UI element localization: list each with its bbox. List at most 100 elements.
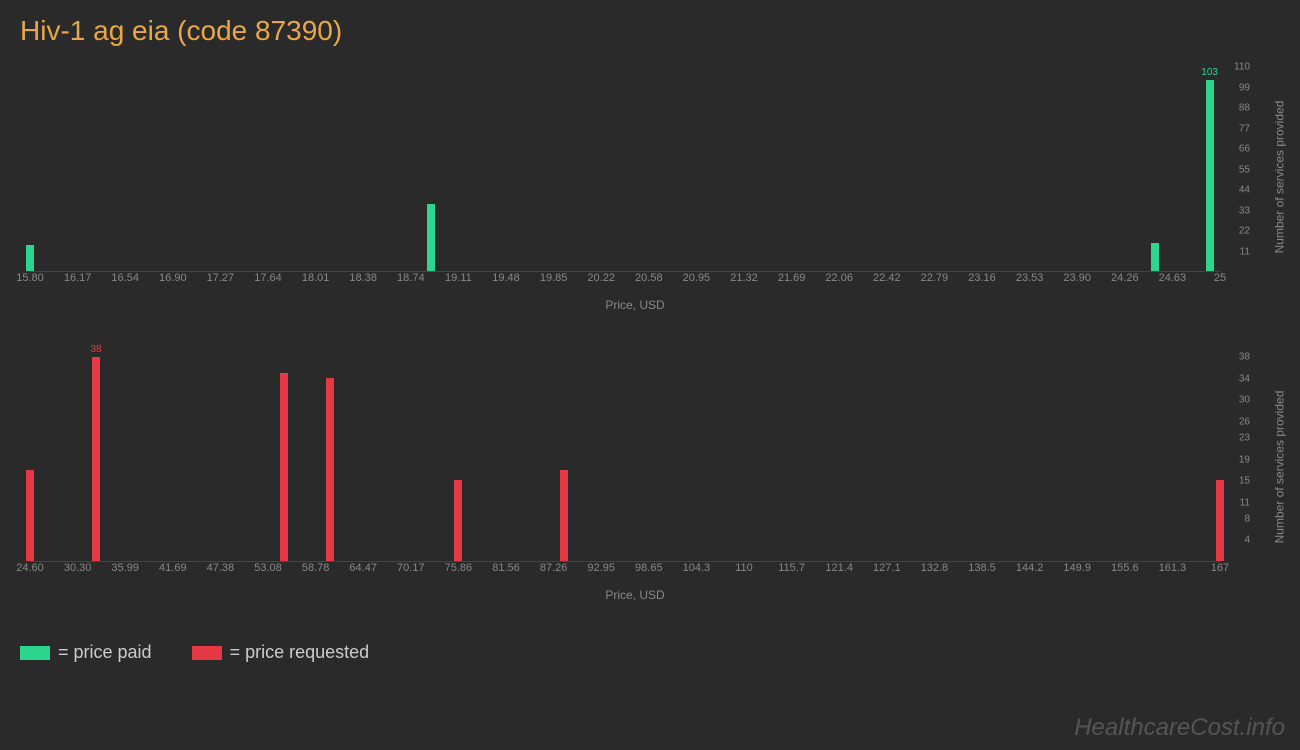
x-tick: 24.63	[1159, 272, 1187, 284]
x-tick: 64.47	[349, 562, 377, 574]
x-tick: 155.6	[1111, 562, 1139, 574]
chart-paid: 103 Number of services provided 11223344…	[20, 57, 1250, 312]
y-tick: 55	[1239, 164, 1250, 175]
x-tick: 16.54	[111, 272, 139, 284]
x-tick: 121.4	[825, 562, 853, 574]
legend-requested: = price requested	[192, 642, 370, 663]
y-tick: 33	[1239, 205, 1250, 216]
legend-label-paid: = price paid	[58, 642, 152, 663]
bar	[1151, 243, 1159, 271]
y-tick: 23	[1239, 432, 1250, 443]
x-tick: 19.85	[540, 272, 568, 284]
bar-label: 38	[90, 344, 101, 355]
legend-swatch-requested	[192, 646, 222, 660]
bar: 38	[92, 357, 100, 561]
y-tick: 34	[1239, 373, 1250, 384]
y-tick: 38	[1239, 352, 1250, 363]
x-tick: 18.38	[349, 272, 377, 284]
x-tick: 104.3	[683, 562, 711, 574]
x-tick: 23.16	[968, 272, 996, 284]
x-label-requested: Price, USD	[605, 588, 664, 602]
y-tick: 77	[1239, 123, 1250, 134]
y-tick: 15	[1239, 476, 1250, 487]
plot-area-paid: 103	[30, 67, 1220, 272]
x-tick: 30.30	[64, 562, 92, 574]
x-tick: 16.17	[64, 272, 92, 284]
x-tick: 149.9	[1063, 562, 1091, 574]
charts-wrapper: 103 Number of services provided 11223344…	[0, 57, 1300, 602]
x-tick: 19.48	[492, 272, 520, 284]
x-tick: 144.2	[1016, 562, 1044, 574]
x-tick: 22.79	[921, 272, 949, 284]
x-tick: 17.27	[207, 272, 235, 284]
x-tick: 132.8	[921, 562, 949, 574]
bar	[26, 245, 34, 271]
y-tick: 99	[1239, 82, 1250, 93]
x-tick: 20.95	[683, 272, 711, 284]
y-tick: 4	[1244, 535, 1250, 546]
bar	[427, 204, 435, 271]
x-tick: 161.3	[1159, 562, 1187, 574]
x-tick: 138.5	[968, 562, 996, 574]
y-tick: 11	[1240, 246, 1250, 257]
y-tick: 30	[1239, 395, 1250, 406]
bar	[560, 470, 568, 561]
x-tick: 70.17	[397, 562, 425, 574]
chart-requested: 38 Number of services provided 481115192…	[20, 347, 1250, 602]
y-axis-requested: Number of services provided 481115192326…	[1220, 357, 1250, 562]
x-tick: 98.65	[635, 562, 663, 574]
y-axis-paid: Number of services provided 112233445566…	[1220, 67, 1250, 272]
x-label-paid: Price, USD	[605, 298, 664, 312]
x-tick: 20.58	[635, 272, 663, 284]
x-axis-paid: 15.8016.1716.5416.9017.2717.6418.0118.38…	[30, 272, 1220, 292]
y-tick: 19	[1239, 454, 1250, 465]
legend-paid: = price paid	[20, 642, 152, 663]
x-tick: 87.26	[540, 562, 568, 574]
bar-label: 103	[1201, 67, 1218, 78]
plot-area-requested: 38	[30, 357, 1220, 562]
x-tick: 92.95	[587, 562, 615, 574]
x-tick: 41.69	[159, 562, 187, 574]
legend-label-requested: = price requested	[230, 642, 370, 663]
x-tick: 167	[1211, 562, 1229, 574]
y-label-requested: Number of services provided	[1273, 390, 1287, 543]
bar: 103	[1206, 80, 1214, 271]
x-tick: 20.22	[587, 272, 615, 284]
x-tick: 22.42	[873, 272, 901, 284]
x-tick: 16.90	[159, 272, 187, 284]
x-tick: 115.7	[778, 562, 805, 574]
x-tick: 21.69	[778, 272, 806, 284]
x-tick: 47.38	[207, 562, 235, 574]
x-tick: 18.74	[397, 272, 425, 284]
x-tick: 110	[735, 562, 753, 574]
x-tick: 18.01	[302, 272, 330, 284]
y-label-paid: Number of services provided	[1273, 100, 1287, 253]
y-tick: 22	[1239, 226, 1250, 237]
x-axis-requested: 24.6030.3035.9941.6947.3853.0858.7864.47…	[30, 562, 1220, 582]
bar	[326, 378, 334, 561]
legend: = price paid = price requested	[0, 637, 1300, 668]
y-tick: 66	[1239, 144, 1250, 155]
x-tick: 81.56	[492, 562, 520, 574]
y-tick: 44	[1239, 185, 1250, 196]
y-tick: 110	[1234, 62, 1250, 73]
watermark: HealthcareCost.info	[1074, 714, 1285, 742]
x-tick: 58.78	[302, 562, 330, 574]
x-tick: 75.86	[445, 562, 473, 574]
bar	[454, 480, 462, 561]
x-tick: 23.53	[1016, 272, 1044, 284]
x-tick: 17.64	[254, 272, 282, 284]
x-tick: 127.1	[873, 562, 901, 574]
y-tick: 88	[1239, 103, 1250, 114]
x-tick: 35.99	[111, 562, 139, 574]
page-title: Hiv-1 ag eia (code 87390)	[0, 0, 1300, 57]
x-tick: 24.60	[16, 562, 44, 574]
x-tick: 19.11	[445, 272, 472, 284]
legend-swatch-paid	[20, 646, 50, 660]
x-tick: 21.32	[730, 272, 758, 284]
x-tick: 23.90	[1063, 272, 1091, 284]
x-tick: 15.80	[16, 272, 44, 284]
x-tick: 25	[1214, 272, 1226, 284]
x-tick: 24.26	[1111, 272, 1139, 284]
bar	[26, 470, 34, 561]
